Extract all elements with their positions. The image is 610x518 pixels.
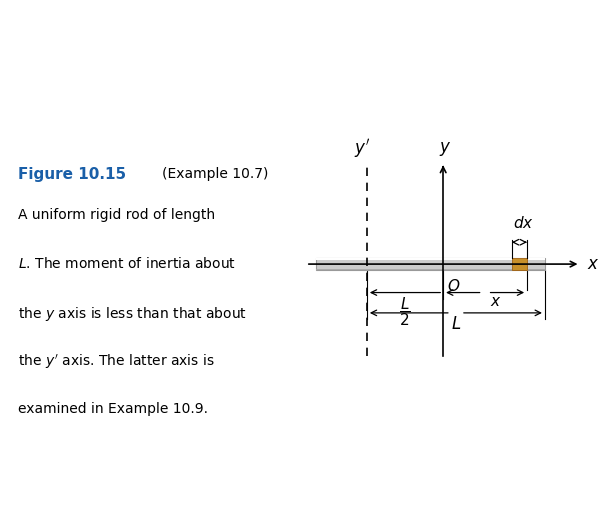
- Text: $y$: $y$: [439, 140, 452, 159]
- Bar: [316, 258, 545, 260]
- Text: Figure 10.15: Figure 10.15: [18, 167, 127, 182]
- Text: the $y$ axis is less than that about: the $y$ axis is less than that about: [18, 305, 248, 323]
- Text: $O$: $O$: [447, 278, 461, 294]
- Text: A uniform rigid rod of length: A uniform rigid rod of length: [18, 208, 215, 222]
- Bar: [316, 258, 545, 270]
- Text: $dx$: $dx$: [513, 214, 534, 231]
- Text: $x$: $x$: [490, 294, 502, 309]
- Text: the $y'$ axis. The latter axis is: the $y'$ axis. The latter axis is: [18, 353, 215, 371]
- Bar: [512, 258, 527, 270]
- Text: $y'$: $y'$: [354, 137, 370, 160]
- Text: $x$: $x$: [587, 255, 599, 273]
- Text: $L$. The moment of inertia about: $L$. The moment of inertia about: [18, 256, 237, 271]
- Text: $\dfrac{L}{2}$: $\dfrac{L}{2}$: [399, 295, 411, 328]
- Bar: [316, 269, 545, 270]
- Text: (Example 10.7): (Example 10.7): [162, 167, 268, 181]
- Text: $L$: $L$: [451, 315, 461, 334]
- Text: examined in Example 10.9.: examined in Example 10.9.: [18, 401, 209, 416]
